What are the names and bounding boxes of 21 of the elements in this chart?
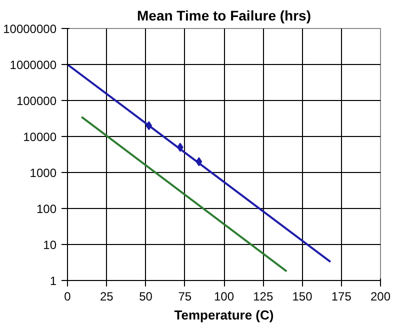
- y-tick-label: 100000: [16, 94, 57, 108]
- point: [146, 121, 152, 130]
- x-tick-label: 150: [292, 290, 313, 304]
- x-tick-label: 25: [100, 290, 114, 304]
- y-tick-label: 10000000: [3, 22, 57, 36]
- x-tick-label: 50: [139, 290, 153, 304]
- x-tick-label: 125: [253, 290, 274, 304]
- y-tick-label: 1000: [30, 166, 57, 180]
- y-tick-label: 10000: [23, 130, 57, 144]
- x-tick-label: 0: [64, 290, 72, 304]
- point: [196, 157, 202, 166]
- x-axis-title: Temperature (C): [174, 308, 274, 322]
- y-tick-label: 1000000: [10, 58, 57, 72]
- y-tick-label: 1: [50, 274, 57, 288]
- x-tick-label: 100: [214, 290, 234, 304]
- x-tick-label: 175: [331, 290, 352, 304]
- x-tick-label: 200: [370, 290, 391, 304]
- x-tick-label: 75: [178, 290, 192, 304]
- y-tick-label: 100: [36, 202, 57, 216]
- chart-title: Mean Time to Failure (hrs): [137, 8, 311, 24]
- y-tick-label: 10: [43, 238, 57, 252]
